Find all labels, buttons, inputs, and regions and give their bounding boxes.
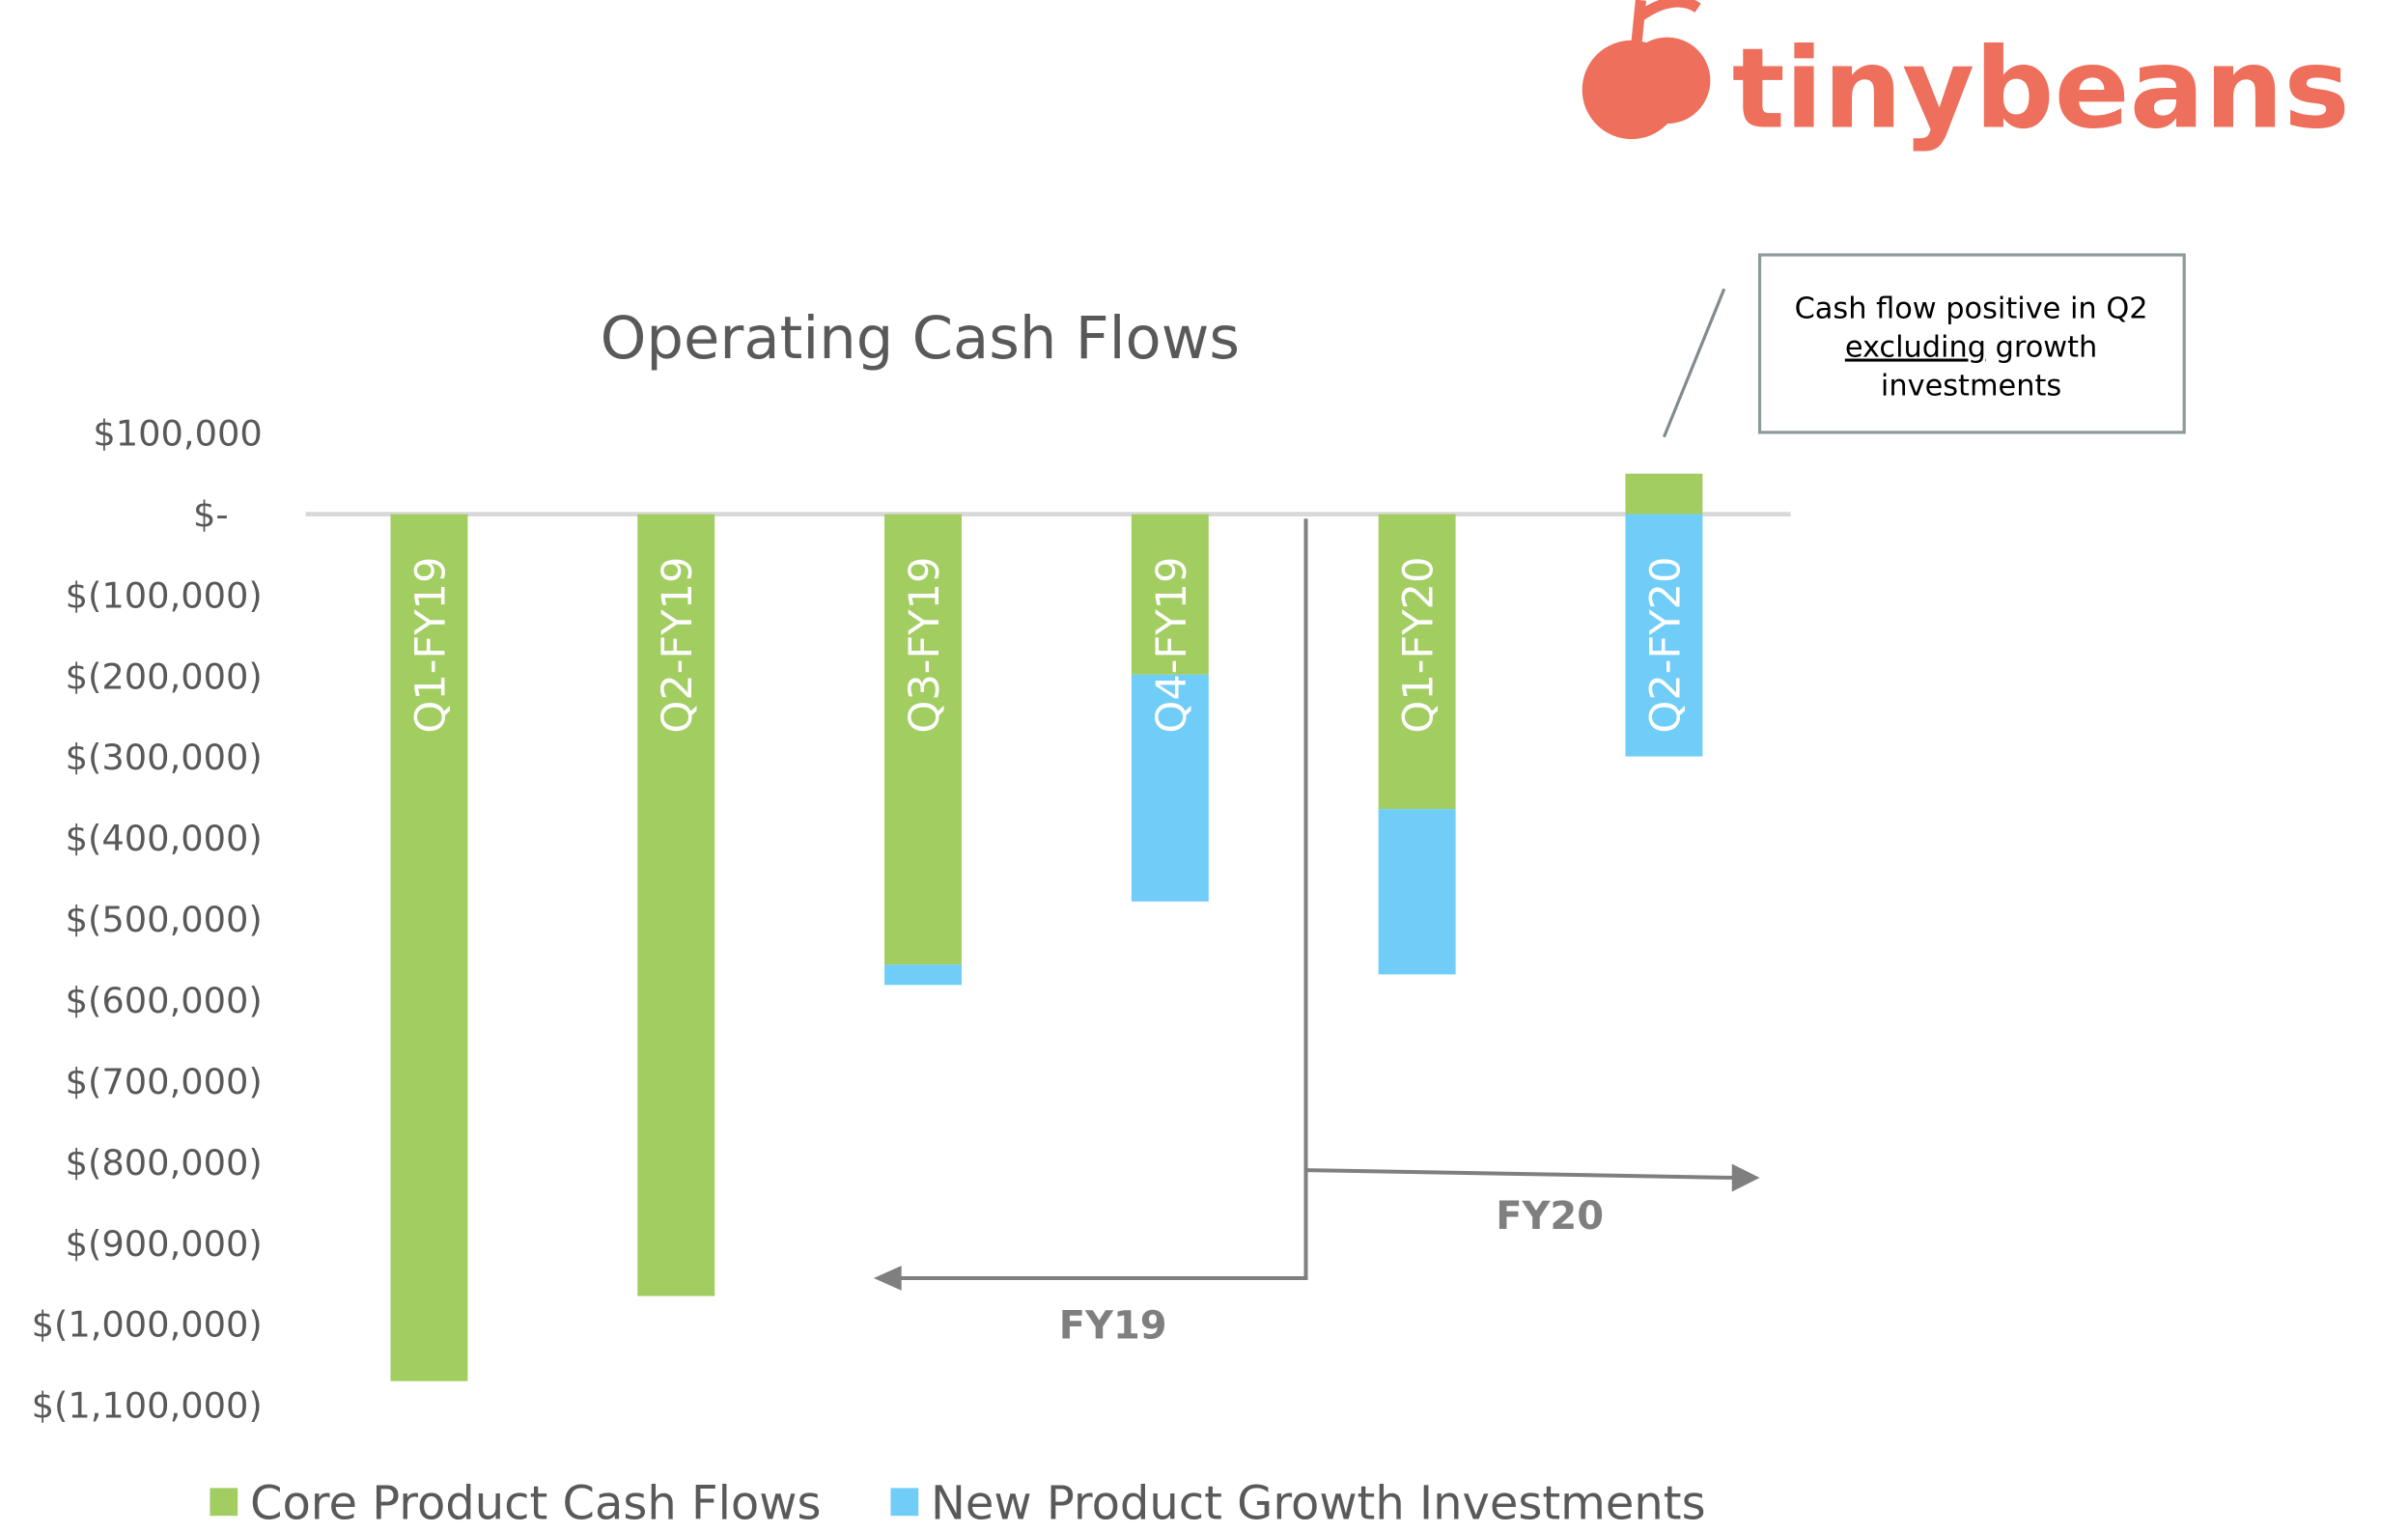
y-tick-label: $(500,000) bbox=[66, 899, 263, 940]
chart-title: Operating Cash Flows bbox=[601, 305, 1240, 373]
category-label: Q2-FY20 bbox=[1641, 557, 1690, 734]
fy19-label: FY19 bbox=[1059, 1303, 1167, 1348]
callout-emphasis: excluding bbox=[1845, 331, 1986, 365]
y-tick-label: $(200,000) bbox=[66, 655, 263, 697]
callout-line1: Cash flow positive in Q2 bbox=[1795, 293, 2148, 326]
arrow-right-icon bbox=[1731, 1163, 1760, 1192]
y-tick-label: $(800,000) bbox=[66, 1142, 263, 1184]
bar-core bbox=[884, 514, 963, 965]
category-label: Q1-FY19 bbox=[406, 557, 455, 734]
category-label: Q3-FY19 bbox=[901, 557, 949, 734]
y-tick-label: $100,000 bbox=[93, 412, 262, 454]
bar-core bbox=[1625, 473, 1703, 515]
legend: Core Product Cash Flows New Product Grow… bbox=[210, 1476, 1706, 1530]
bar-growth bbox=[1131, 674, 1209, 902]
y-tick-label: $(300,000) bbox=[66, 737, 263, 778]
legend-swatch-core bbox=[210, 1488, 238, 1517]
logo-text: tinybeans bbox=[1732, 24, 2350, 153]
bar-core bbox=[1131, 514, 1209, 675]
callout-line2-rest: growth bbox=[1986, 331, 2097, 365]
y-tick-label: $(900,000) bbox=[66, 1223, 263, 1265]
y-tick-label: $- bbox=[193, 493, 229, 535]
callout-line2: excluding growth bbox=[1845, 331, 2097, 365]
bar-core bbox=[1378, 514, 1456, 810]
y-tick-label: $(400,000) bbox=[66, 818, 263, 859]
category-label: Q4-FY19 bbox=[1148, 557, 1196, 734]
legend-swatch-growth bbox=[890, 1488, 919, 1517]
bar-core bbox=[390, 514, 468, 1381]
y-tick-label: $(1,000,000) bbox=[32, 1304, 263, 1346]
fy-divider bbox=[895, 518, 1737, 1280]
legend-label-core: Core Product Cash Flows bbox=[250, 1476, 821, 1530]
y-tick-label: $(600,000) bbox=[66, 980, 263, 1021]
legend-label-growth: New Product Growth Investments bbox=[931, 1476, 1706, 1530]
bar-core bbox=[637, 514, 715, 1296]
bar-growth bbox=[1378, 809, 1456, 975]
callout-line3: investments bbox=[1881, 370, 2061, 404]
bar-growth bbox=[884, 964, 963, 986]
fy20-label: FY20 bbox=[1496, 1194, 1604, 1239]
callout-leader bbox=[1662, 288, 1726, 438]
y-tick-label: $(1,100,000) bbox=[32, 1385, 263, 1427]
y-tick-label: $(700,000) bbox=[66, 1061, 263, 1102]
arrow-left-icon bbox=[873, 1266, 902, 1291]
category-label: Q1-FY20 bbox=[1395, 557, 1443, 734]
category-label: Q2-FY19 bbox=[654, 557, 702, 734]
bar-growth bbox=[1625, 514, 1703, 757]
tinybeans-logo: tinybeans bbox=[1582, 0, 2350, 153]
y-tick-label: $(100,000) bbox=[66, 574, 263, 616]
callout-box bbox=[1757, 253, 2186, 434]
